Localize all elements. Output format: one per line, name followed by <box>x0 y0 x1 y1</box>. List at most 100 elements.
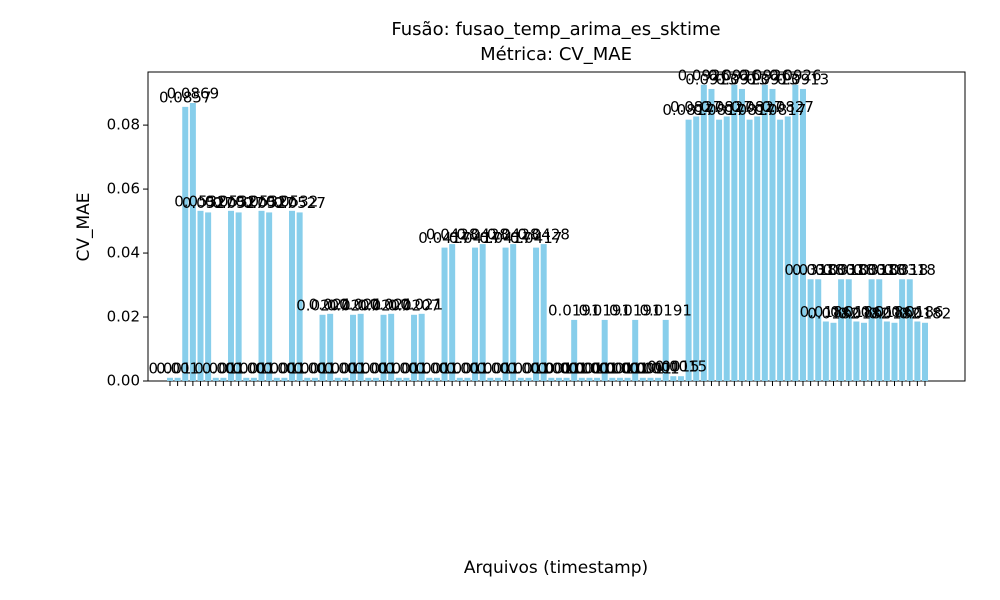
value-label: 0.001 <box>354 359 397 377</box>
bar <box>677 376 684 381</box>
value-label: 0.001 <box>255 359 298 377</box>
value-label: 0.0207 <box>357 296 410 314</box>
value-label: 0.001 <box>149 359 192 377</box>
value-label: 0.0913 <box>685 70 738 88</box>
value-label: 0.001 <box>415 359 458 377</box>
bar <box>807 279 814 381</box>
value-label: 0.001 <box>446 359 489 377</box>
bar <box>372 377 379 381</box>
y-axis-label: CV_MAE <box>74 192 94 261</box>
value-label: 0.0318 <box>792 261 845 279</box>
value-label: 0.0182 <box>899 304 952 322</box>
bar <box>563 377 570 381</box>
value-label: 0.0817 <box>662 101 715 119</box>
value-label: 0.001 <box>545 359 588 377</box>
bar <box>235 212 242 381</box>
value-label: 0.0417 <box>418 229 471 247</box>
bar <box>594 377 601 381</box>
y-tick-label: 0.00 <box>107 372 140 390</box>
value-label: 0.0926 <box>769 66 822 84</box>
value-label: 0.001 <box>347 359 390 377</box>
bar <box>624 377 631 381</box>
bar <box>616 377 623 381</box>
value-label: 0.001 <box>621 359 664 377</box>
value-label: 0.001 <box>293 359 336 377</box>
value-label: 0.001 <box>438 359 481 377</box>
value-label: 0.0527 <box>182 194 235 212</box>
bar <box>601 319 608 381</box>
y-tick-label: 0.04 <box>107 244 140 262</box>
bar <box>708 88 715 381</box>
value-label: 0.0191 <box>548 301 601 319</box>
bar <box>220 377 227 381</box>
bar <box>738 88 745 381</box>
value-label: 0.001 <box>606 359 649 377</box>
value-label: 0.001 <box>530 359 573 377</box>
value-label: 0.0182 <box>838 304 891 322</box>
value-label: 0.001 <box>499 359 542 377</box>
bar <box>731 84 738 381</box>
bar <box>250 377 257 381</box>
value-label: 0.0186 <box>861 303 914 321</box>
bar <box>189 103 196 381</box>
bar <box>350 314 357 381</box>
bar <box>212 377 219 381</box>
value-label: 0.0186 <box>830 303 883 321</box>
bar <box>464 377 471 381</box>
bar <box>167 377 173 381</box>
bar <box>517 377 524 381</box>
value-label: 0.001 <box>377 359 420 377</box>
bar <box>845 279 852 381</box>
value-label: 0.001 <box>629 359 672 377</box>
bar <box>830 322 837 381</box>
bar <box>632 319 639 381</box>
bar <box>388 313 395 381</box>
value-label: 0.001 <box>263 359 306 377</box>
value-label: 0.001 <box>507 359 550 377</box>
bar <box>853 321 860 381</box>
value-label: 0.001 <box>194 359 237 377</box>
value-label: 0.001 <box>576 359 619 377</box>
value-label: 0.0532 <box>235 192 288 210</box>
bar <box>860 322 867 381</box>
bar <box>670 376 677 381</box>
value-label: 0.001 <box>232 359 275 377</box>
bar <box>494 377 501 381</box>
value-label: 0.0186 <box>891 303 944 321</box>
bar <box>182 106 189 382</box>
bar <box>716 119 723 381</box>
bar <box>487 377 494 381</box>
value-label: 0.0428 <box>426 226 479 244</box>
value-label: 0.0417 <box>479 229 532 247</box>
bar <box>243 377 250 381</box>
value-label: 0.0428 <box>456 226 509 244</box>
value-label: 0.0869 <box>167 85 220 103</box>
bar <box>914 321 921 381</box>
bar <box>754 116 761 381</box>
bar <box>723 116 730 381</box>
bar <box>281 377 288 381</box>
value-label: 0.0318 <box>853 261 906 279</box>
bar <box>693 116 700 381</box>
bar <box>418 313 425 381</box>
value-label: 0.0532 <box>174 192 227 210</box>
value-label: 0.0428 <box>517 226 570 244</box>
value-label: 0.0015 <box>647 358 700 376</box>
bar <box>365 377 372 381</box>
y-tick-label: 0.02 <box>107 308 140 326</box>
bar <box>258 210 265 381</box>
bar <box>868 279 875 381</box>
bar <box>456 377 463 381</box>
value-label: 0.0191 <box>639 301 692 319</box>
bar <box>777 119 784 381</box>
bar <box>342 377 349 381</box>
x-axis-label: Arquivos (timestamp) <box>464 558 648 578</box>
value-label: 0.0817 <box>693 101 746 119</box>
bar <box>586 377 593 381</box>
bar <box>426 377 433 381</box>
value-label: 0.021 <box>370 295 413 313</box>
value-label: 0.0318 <box>845 261 898 279</box>
bar <box>899 279 906 381</box>
value-label: 0.001 <box>324 359 367 377</box>
value-label: 0.001 <box>598 359 641 377</box>
